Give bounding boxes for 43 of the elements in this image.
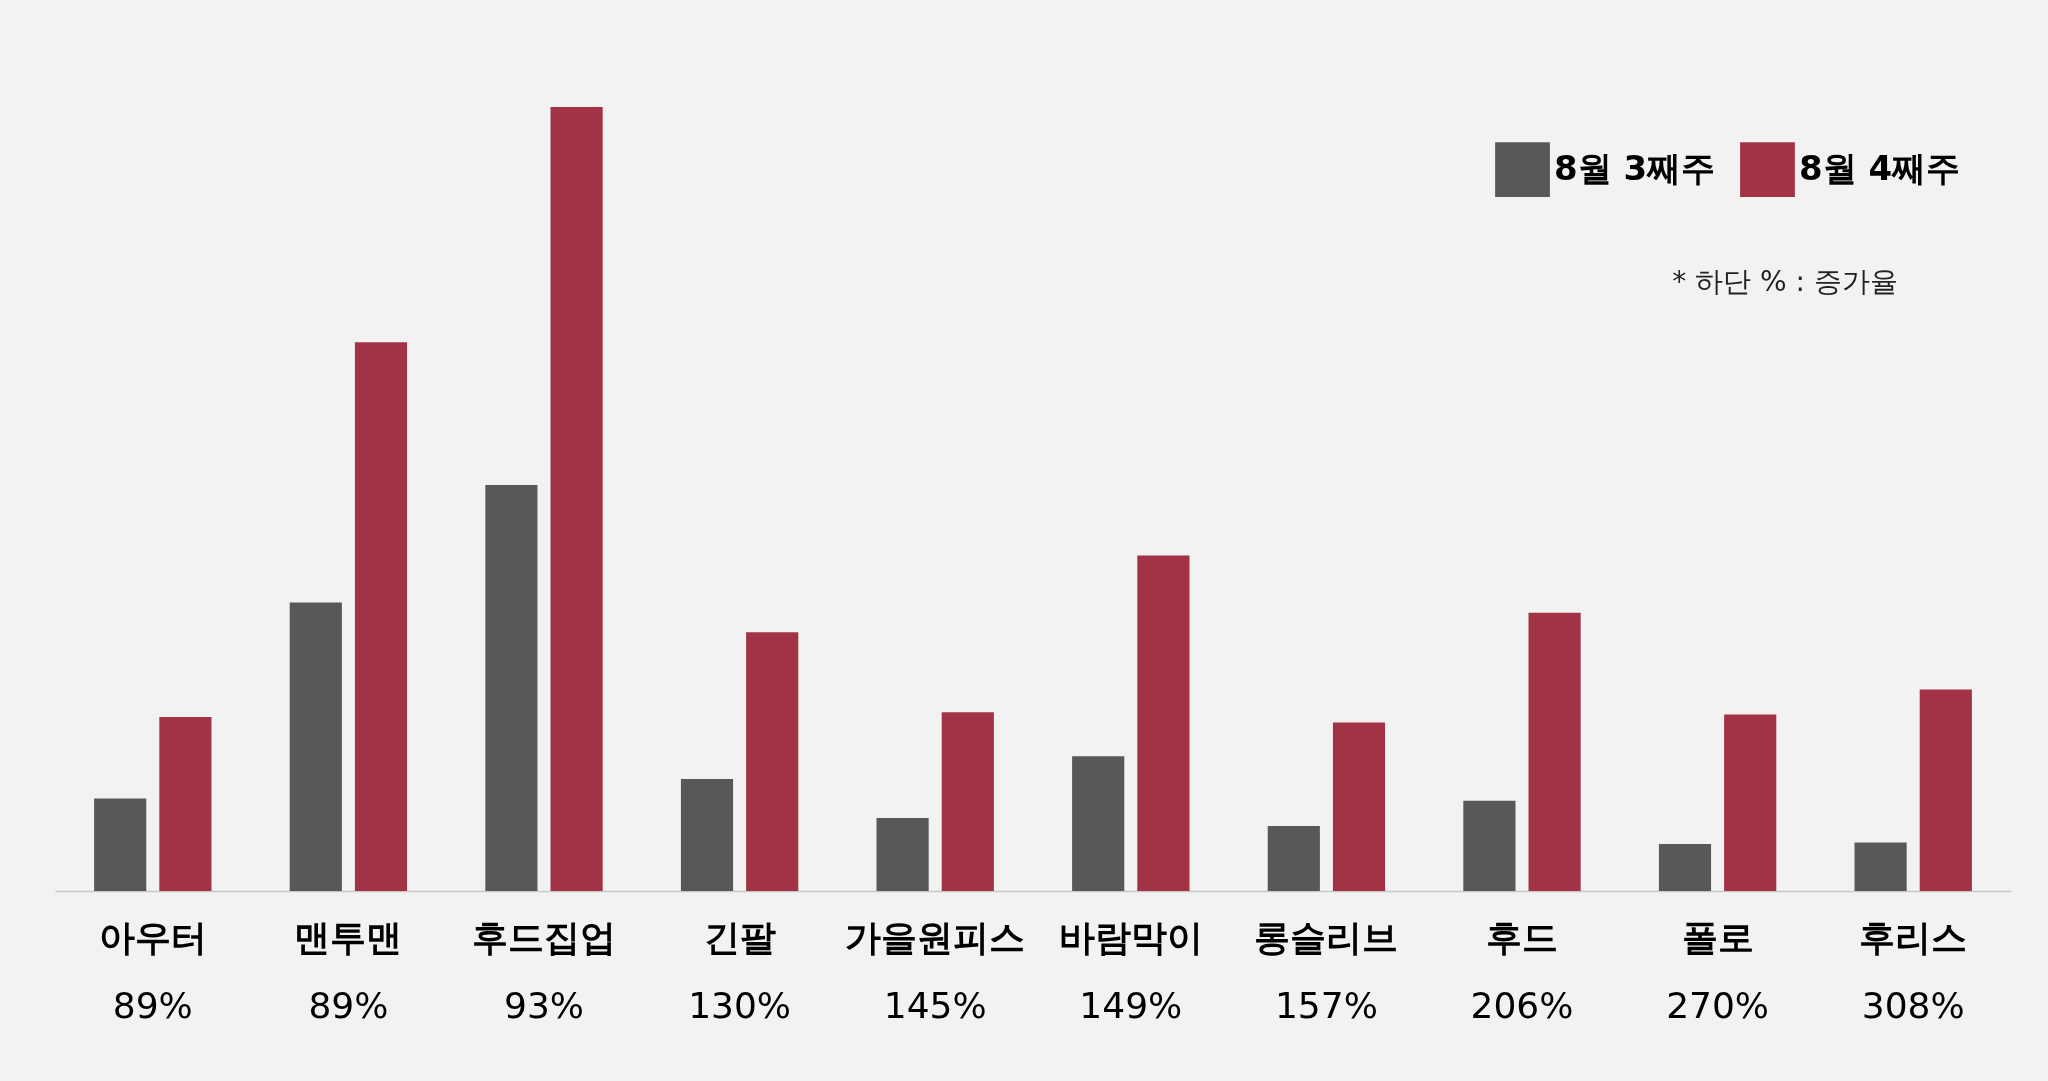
bar	[746, 632, 799, 891]
bar	[1658, 843, 1712, 891]
bar	[289, 602, 342, 891]
text: 308%	[1861, 985, 1965, 1026]
bar	[550, 107, 603, 891]
x-tick-label: 아우터	[98, 916, 207, 958]
bar	[1267, 825, 1320, 891]
bar	[94, 798, 147, 891]
x-tick-label: 맨투맨	[294, 916, 403, 958]
bar	[1463, 800, 1516, 891]
text: 206%	[1470, 985, 1574, 1026]
bar	[1528, 612, 1581, 891]
x-tick-label: 긴팔	[703, 916, 776, 958]
bar	[1137, 555, 1190, 891]
x-tick-label: 폴로	[1681, 916, 1754, 958]
text: 270%	[1666, 985, 1770, 1026]
bar	[1072, 756, 1125, 891]
legend-label: 8월 4째주	[1799, 147, 1961, 188]
text: 145%	[883, 985, 987, 1026]
bar	[680, 778, 734, 891]
text: 93%	[503, 985, 585, 1026]
bar	[1724, 714, 1777, 891]
bar	[1854, 842, 1907, 891]
annotation: * 하단 % : 증가율	[1672, 265, 1898, 298]
text: 157%	[1274, 985, 1378, 1026]
text: 149%	[1079, 985, 1183, 1026]
text: 89%	[308, 985, 389, 1026]
x-tick-label: 롱슬리브	[1254, 916, 1399, 958]
bar	[1919, 689, 1972, 891]
x-tick-label: 후리스	[1859, 916, 1968, 958]
text: 89%	[112, 985, 193, 1026]
bar	[941, 712, 994, 891]
legend-label: 8월 3째주	[1554, 147, 1716, 188]
x-tick-label: 후드집업	[472, 916, 616, 958]
bar	[159, 716, 212, 891]
x-tick-label: 바람막이	[1058, 916, 1203, 958]
x-tick-label: 가을원피스	[845, 916, 1026, 958]
bar	[354, 342, 408, 891]
x-tick-label: 후드	[1486, 916, 1558, 958]
text: 130%	[688, 985, 792, 1026]
bar	[876, 818, 929, 891]
bar	[1332, 722, 1386, 891]
bar	[485, 484, 538, 891]
